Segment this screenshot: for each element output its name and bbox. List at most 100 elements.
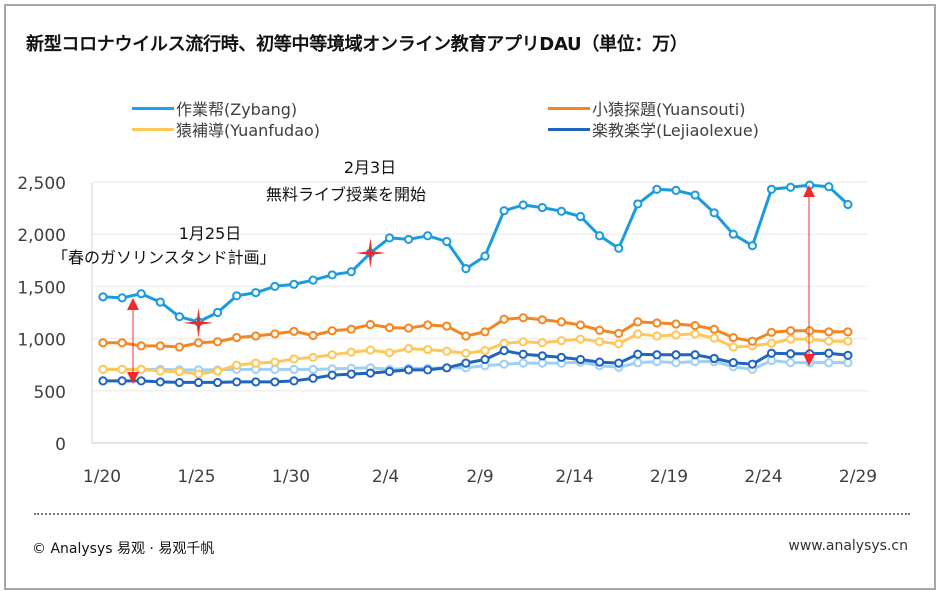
data-point (575, 320, 586, 330)
data-point (652, 331, 662, 341)
data-point (461, 348, 471, 358)
data-point (614, 339, 624, 349)
data-point (404, 323, 414, 333)
data-point (690, 350, 700, 360)
data-point (786, 334, 796, 344)
data-point (365, 368, 375, 378)
data-point (614, 243, 624, 253)
data-point (480, 327, 490, 337)
chart-title: 新型コロナウイルス流行時、初等中等境域オンライン教育アプリDAU（単位：万） (26, 34, 688, 55)
data-point (232, 377, 242, 387)
legend-item-zybang: 作業帮(Zybang) (132, 96, 297, 120)
data-point (213, 307, 223, 318)
data-point (423, 320, 433, 330)
data-point (671, 185, 681, 195)
data-point (442, 236, 452, 247)
data-point (213, 377, 223, 388)
data-point (327, 370, 337, 380)
x-tick-label: 2/14 (555, 467, 593, 487)
data-point (365, 319, 375, 330)
data-point (518, 200, 528, 210)
data-point (518, 349, 528, 359)
data-point (308, 364, 318, 374)
data-point (174, 312, 184, 322)
data-point (671, 350, 681, 360)
x-tick-label: 1/20 (83, 467, 121, 487)
data-point (652, 184, 662, 194)
data-point (614, 328, 624, 338)
data-point (251, 358, 261, 368)
copyright: © Analysys 易观 · 易观千帆 (32, 541, 215, 557)
arrow-down-icon (127, 372, 139, 384)
data-point (251, 331, 261, 341)
data-point (652, 318, 662, 328)
data-point (232, 360, 242, 370)
data-point (690, 320, 700, 331)
x-tick-label: 2/9 (466, 467, 493, 487)
data-point (136, 289, 146, 299)
data-point (499, 359, 509, 369)
x-tick-label: 2/29 (839, 467, 877, 487)
data-point (117, 338, 127, 348)
data-point (652, 350, 662, 360)
data-point (423, 344, 433, 355)
data-point (614, 358, 624, 368)
legend-label: 猿補導(Yuanfudao) (176, 121, 321, 140)
data-point (289, 376, 299, 386)
data-point (786, 349, 796, 359)
data-point (480, 251, 490, 261)
data-point (155, 341, 165, 351)
data-point (766, 338, 777, 348)
data-point (289, 364, 299, 374)
data-point (805, 334, 815, 344)
data-point (537, 338, 547, 348)
data-point (595, 337, 605, 347)
data-point (843, 336, 853, 346)
data-point (709, 333, 719, 343)
data-point (766, 348, 777, 358)
data-point (843, 199, 853, 210)
star-marker-icon (355, 238, 386, 268)
annotation-date: 2月3日 (343, 158, 397, 177)
data-point (117, 293, 127, 303)
legend-item-yuansouti: 小猿探題(Yuansouti) (548, 96, 746, 120)
data-point (251, 288, 261, 298)
data-point (289, 326, 299, 336)
data-point (499, 314, 509, 324)
data-point (633, 317, 643, 327)
data-point (633, 329, 643, 339)
data-point (404, 234, 414, 245)
data-point (480, 354, 490, 365)
data-point (404, 365, 414, 375)
legend-label: 楽教楽学(Lejiaolexue) (592, 121, 759, 140)
data-point (556, 336, 567, 346)
data-point (690, 190, 700, 200)
data-point (671, 330, 681, 340)
data-point (518, 313, 528, 323)
data-point (728, 332, 738, 343)
data-point (595, 325, 605, 335)
legend-item-yuanfudao: 猿補導(Yuanfudao) (132, 117, 320, 141)
data-point (843, 358, 853, 368)
data-point (786, 182, 796, 192)
data-point (193, 338, 204, 348)
data-point (136, 341, 146, 351)
data-point (423, 231, 433, 241)
y-tick-label: 1,500 (17, 278, 66, 298)
data-point (690, 329, 700, 339)
series-line (103, 349, 849, 384)
legend-swatch (132, 127, 174, 131)
legend-swatch (548, 127, 590, 131)
x-tick-label: 2/24 (744, 467, 782, 487)
data-point (595, 231, 605, 241)
x-tick-label: 2/19 (650, 467, 688, 487)
data-point (442, 346, 452, 356)
data-point (232, 291, 242, 301)
data-point (537, 202, 547, 213)
data-point (117, 376, 127, 386)
annotation-date: 1月25日 (178, 224, 242, 243)
series-line (102, 183, 849, 324)
data-point (575, 334, 586, 344)
data-point (747, 241, 758, 251)
